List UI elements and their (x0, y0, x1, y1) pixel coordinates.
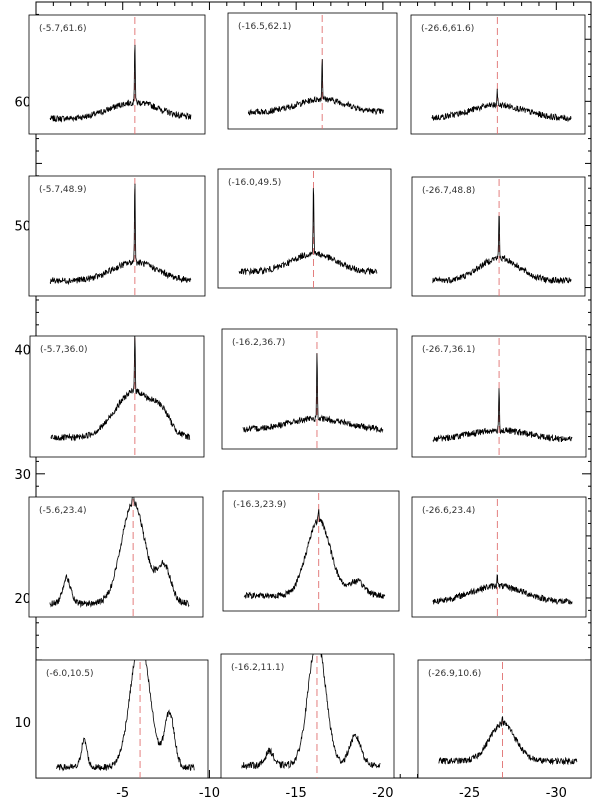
spectrum-panel: (-16.2,36.7) (221, 328, 398, 450)
spectrum-panel: (-5.7,48.9) (28, 175, 206, 297)
spectrum-line (50, 336, 191, 442)
y-tick-label: 40 (14, 344, 31, 359)
spectrum-panel: (-5.6,23.4) (28, 496, 204, 618)
spectrum-line (432, 388, 573, 443)
spectrum-line (49, 183, 192, 286)
panel-position-label: (-5.6,23.4) (39, 506, 86, 516)
panel-position-label: (-26.7,36.1) (422, 345, 475, 355)
spectrum-panel: (-5.7,61.6) (28, 14, 206, 135)
panel-position-label: (-26.7,48.8) (422, 186, 475, 196)
spectrum-line (242, 353, 384, 434)
x-tick-label: -15 (286, 786, 307, 801)
x-tick-label: -10 (199, 786, 220, 801)
spectrum-line (241, 654, 381, 770)
panel-frame (28, 496, 204, 618)
spectrum-panel: (-16.5,62.1) (227, 12, 398, 130)
x-tick-label: -25 (459, 786, 480, 801)
panel-position-label: (-16.0,49.5) (228, 178, 281, 188)
spectrum-line (238, 188, 378, 276)
spectrum-panel: (-26.6,61.6) (410, 14, 586, 135)
panel-frame (220, 653, 395, 779)
spectrum-panel: (-26.9,10.6) (417, 659, 592, 779)
panel-position-label: (-5.7,48.9) (39, 185, 86, 195)
panel-position-label: (-26.6,23.4) (422, 506, 475, 516)
panel-position-label: (-26.9,10.6) (428, 669, 481, 679)
spectrum-line (432, 574, 573, 605)
spectrum-panel: (-26.6,23.4) (411, 496, 587, 618)
y-tick-label: 60 (14, 95, 31, 110)
y-tick-label: 10 (14, 716, 31, 731)
y-tick-label: 20 (14, 592, 31, 607)
spectrum-panels: (-5.7,61.6) (-16.5,62.1) (-26.6,61.6) (-5.7… (28, 12, 592, 779)
panel-position-label: (-16.2,11.1) (231, 663, 284, 673)
panel-frame (411, 496, 587, 618)
panel-position-label: (-6.0,10.5) (46, 669, 93, 679)
panel-frame (29, 335, 205, 458)
x-tick-label: -20 (372, 786, 393, 801)
spectrum-line (432, 215, 572, 284)
spectrum-line (56, 660, 195, 772)
panel-position-label: (-5.7,36.0) (40, 345, 87, 355)
y-tick-label: 30 (14, 468, 31, 483)
x-tick-label: -30 (546, 786, 567, 801)
spectrum-line (438, 716, 578, 766)
spectrum-panel: (-5.7,36.0) (29, 335, 205, 458)
spectrum-panel: (-26.7,36.1) (411, 335, 587, 458)
panel-position-label: (-16.3,23.9) (233, 500, 286, 510)
spectrum-line (243, 509, 386, 600)
panel-position-label: (-26.6,61.6) (421, 24, 474, 34)
spectrum-line (49, 497, 190, 608)
panel-position-label: (-5.7,61.6) (39, 24, 86, 34)
panel-position-label: (-16.2,36.7) (232, 338, 285, 348)
spectrum-panel: (-6.0,10.5) (35, 659, 209, 779)
panel-position-label: (-16.5,62.1) (238, 22, 291, 32)
spectrum-line (431, 88, 572, 123)
spectrum-panel: (-16.0,49.5) (217, 168, 392, 289)
spectrum-panel: (-26.7,48.8) (411, 176, 586, 297)
spectrum-line (49, 44, 192, 123)
panel-frame (222, 490, 400, 612)
spectrum-panel: (-16.2,11.1) (220, 653, 395, 779)
spectrum-panel: (-16.3,23.9) (222, 490, 400, 612)
y-tick-label: 50 (14, 219, 31, 234)
panel-frame (28, 175, 206, 297)
spectrum-line (247, 59, 384, 116)
panel-frame (410, 14, 586, 135)
x-tick-label: -5 (116, 786, 129, 801)
